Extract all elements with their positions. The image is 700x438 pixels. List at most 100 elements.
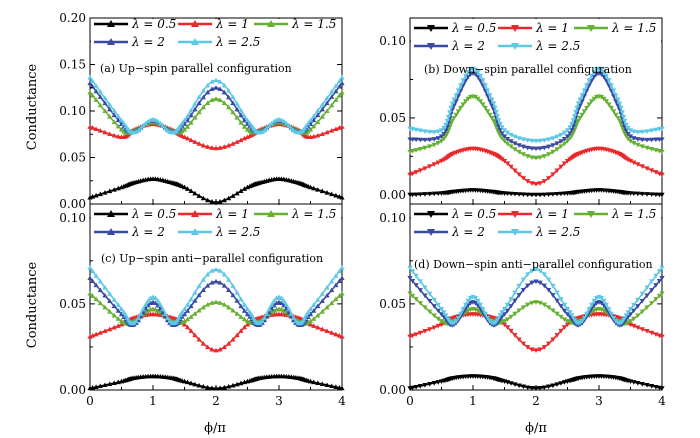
data-point-p2-s4-92 [205,271,211,277]
legend-b-label-0: λ = 0.5 [451,21,496,35]
legend-b-item-2: λ = 1.5 [574,21,656,35]
data-point-p0-s4-130 [259,129,265,134]
legend-c-marker-2 [267,210,275,217]
data-point-p1-s4-168 [620,114,627,120]
data-point-p3-s4-34 [453,319,459,324]
data-point-p1-s1-110 [561,161,568,167]
data-point-p1-s1-100 [541,179,547,184]
data-point-p0-s3-188 [333,88,339,94]
data-point-p0-s2-14 [115,123,121,129]
data-point-p2-s4-56 [160,306,166,312]
data-point-p1-s2-8 [422,145,428,151]
data-point-p2-s4-78 [179,309,185,315]
data-point-p0-s0-108 [238,188,244,193]
data-point-p2-s3-14 [115,308,121,313]
data-point-p2-s1-102 [226,341,232,346]
data-point-p1-s4-88 [516,136,522,141]
data-point-p3-s1-178 [631,323,637,329]
legend-a-item-2: λ = 1.5 [254,17,336,31]
data-point-p1-s1-98 [537,181,543,186]
data-point-p0-s0-6 [97,191,103,197]
data-point-p2-s3-16 [118,311,125,317]
data-point-p0-s0-8 [102,190,108,195]
data-point-p2-s4-96 [213,266,219,272]
data-point-p3-s2-2 [409,293,416,299]
data-point-p2-s4-86 [192,290,198,295]
data-point-p2-s4-150 [283,302,289,307]
data-point-p2-s0-8 [102,382,108,388]
data-point-p2-s1-10 [107,326,113,332]
data-point-p2-s1-82 [184,324,191,330]
data-point-p1-s4-140 [591,70,597,75]
legend-a-item-3: λ = 2 [94,35,165,49]
data-point-p2-s3-10 [107,298,113,303]
data-point-p2-s3-106 [234,298,240,303]
data-point-p0-s0-12 [111,187,117,192]
data-point-p2-s4-40 [140,306,146,312]
data-point-p1-s2-58 [482,105,488,111]
data-point-p0-s3-186 [329,94,335,99]
legend-b-marker-3 [427,43,435,50]
data-point-p0-s1-96 [213,145,219,151]
xtick-label-p3-2: 2 [532,394,540,408]
ytick-label-p2-2: 0.10 [59,211,86,225]
data-point-p1-s1-112 [564,158,571,164]
data-point-p1-s1-86 [512,168,518,174]
data-point-p3-s0-180 [635,381,641,386]
ylabel-bottom: Conductance [25,261,40,348]
data-point-p2-s4-98 [217,268,223,273]
legend-b-marker-2 [587,25,595,32]
data-point-p0-s4-44 [145,118,151,124]
data-point-p3-s1-100 [541,345,547,350]
data-point-p1-s3-188 [653,137,659,143]
series-markers-p1-s0 [407,188,665,198]
data-point-p1-s1-14 [435,160,441,166]
legend-c-label-3: λ = 2 [131,225,165,239]
data-point-p3-s4-84 [508,297,514,302]
data-point-p1-s4-82 [504,130,511,136]
data-point-p1-s4-108 [558,132,564,138]
data-point-p2-s4-34 [133,318,139,324]
data-point-p1-s2-162 [617,118,623,124]
data-point-p2-s2-44 [145,308,151,313]
data-point-p0-s4-140 [271,118,277,124]
data-point-p2-s2-92 [205,302,211,307]
data-point-p1-s1-2 [409,171,416,177]
data-point-p0-s1-178 [311,133,317,139]
data-point-p2-s2-102 [226,304,232,310]
data-point-p2-s4-18 [121,309,127,315]
data-point-p2-s3-0 [87,275,93,281]
data-point-p3-s3-92 [525,283,531,289]
data-point-p2-s2-90 [200,304,206,310]
data-point-p1-s3-76 [497,128,503,133]
data-point-p0-s4-190 [336,78,343,84]
data-point-p0-s4-114 [247,120,253,126]
data-point-p1-s3-96 [533,146,539,152]
data-point-p1-s4-94 [529,138,535,144]
data-point-p1-s4-120 [571,114,578,119]
data-point-p2-s3-8 [102,292,108,298]
data-point-p2-s1-92 [205,344,211,350]
data-point-p3-s4-10 [427,291,433,297]
data-point-p1-s1-108 [558,164,564,170]
legend-c-item-1: λ = 1 [178,207,249,221]
data-point-p1-s2-66 [491,118,497,124]
data-point-p2-s0-4 [93,384,99,389]
data-point-p1-s3-16 [438,134,445,139]
data-point-p3-s2-110 [561,317,568,322]
data-point-p3-s3-102 [546,287,552,293]
data-point-p3-s4-104 [550,283,556,289]
data-point-p1-s2-114 [567,136,573,141]
data-point-p1-s3-116 [569,128,575,133]
data-point-p3-s2-104 [550,308,556,314]
data-point-p2-s4-94 [209,268,215,273]
data-point-p2-s2-52 [155,308,161,313]
data-point-p2-s4-14 [115,302,121,307]
data-point-p3-s2-12 [431,313,437,319]
data-point-p2-s4-106 [234,290,240,295]
data-point-p3-s3-2 [409,279,416,284]
data-point-p0-s2-2 [89,92,96,98]
data-point-p0-s1-186 [329,128,335,133]
data-point-p2-s2-184 [324,304,330,310]
data-point-p2-s4-54 [157,302,163,307]
